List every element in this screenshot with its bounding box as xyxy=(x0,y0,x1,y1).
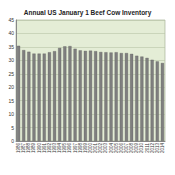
svg-text:5: 5 xyxy=(11,125,14,131)
svg-text:2011: 2011 xyxy=(144,143,150,153)
svg-text:1988: 1988 xyxy=(26,143,32,153)
svg-text:2001: 2001 xyxy=(93,143,99,153)
svg-text:2013: 2013 xyxy=(154,143,160,153)
svg-text:1987: 1987 xyxy=(21,143,27,153)
svg-text:2008: 2008 xyxy=(129,143,135,153)
svg-text:2007: 2007 xyxy=(124,143,129,153)
svg-text:1993: 1993 xyxy=(52,143,57,153)
svg-text:1992: 1992 xyxy=(46,143,52,153)
svg-text:2012: 2012 xyxy=(149,143,155,153)
svg-text:1986: 1986 xyxy=(16,143,22,153)
svg-text:1998: 1998 xyxy=(77,143,83,153)
svg-text:1989: 1989 xyxy=(31,143,37,153)
svg-text:45: 45 xyxy=(8,17,14,23)
svg-text:2009: 2009 xyxy=(134,143,140,153)
svg-text:35: 35 xyxy=(8,44,14,50)
svg-text:2004: 2004 xyxy=(108,143,114,153)
svg-text:15: 15 xyxy=(8,98,14,104)
svg-text:25: 25 xyxy=(8,71,14,77)
svg-text:40: 40 xyxy=(8,30,14,36)
svg-text:1996: 1996 xyxy=(67,143,73,153)
svg-text:2010: 2010 xyxy=(139,143,145,153)
svg-text:Annual US January 1 Beef Cow I: Annual US January 1 Beef Cow Inventory xyxy=(24,9,152,17)
svg-text:1994: 1994 xyxy=(57,143,63,153)
svg-text:1991: 1991 xyxy=(41,143,47,153)
svg-text:20: 20 xyxy=(8,84,14,90)
svg-text:2006: 2006 xyxy=(118,143,124,153)
svg-text:2002: 2002 xyxy=(98,143,104,153)
svg-text:1999: 1999 xyxy=(82,143,88,153)
svg-text:1995: 1995 xyxy=(62,143,68,153)
svg-text:2000: 2000 xyxy=(88,143,93,153)
svg-text:1997: 1997 xyxy=(72,143,78,153)
svg-text:2005: 2005 xyxy=(113,143,119,153)
svg-text:30: 30 xyxy=(8,57,14,63)
svg-text:1990: 1990 xyxy=(36,143,42,153)
svg-text:2014: 2014 xyxy=(160,143,165,154)
svg-text:0: 0 xyxy=(11,138,14,144)
svg-text:2003: 2003 xyxy=(103,143,109,153)
svg-text:10: 10 xyxy=(8,111,14,117)
